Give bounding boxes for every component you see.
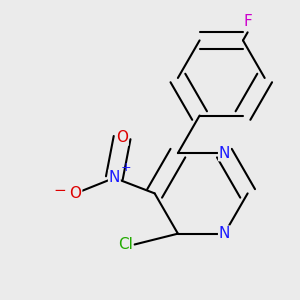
Text: Cl: Cl [118,237,133,252]
Text: F: F [243,14,252,29]
Text: O: O [116,130,128,145]
Text: O: O [70,186,82,201]
Text: +: + [121,160,131,173]
Text: N: N [109,170,120,185]
Text: N: N [219,226,230,241]
Text: −: − [54,183,67,198]
Text: N: N [219,146,230,160]
